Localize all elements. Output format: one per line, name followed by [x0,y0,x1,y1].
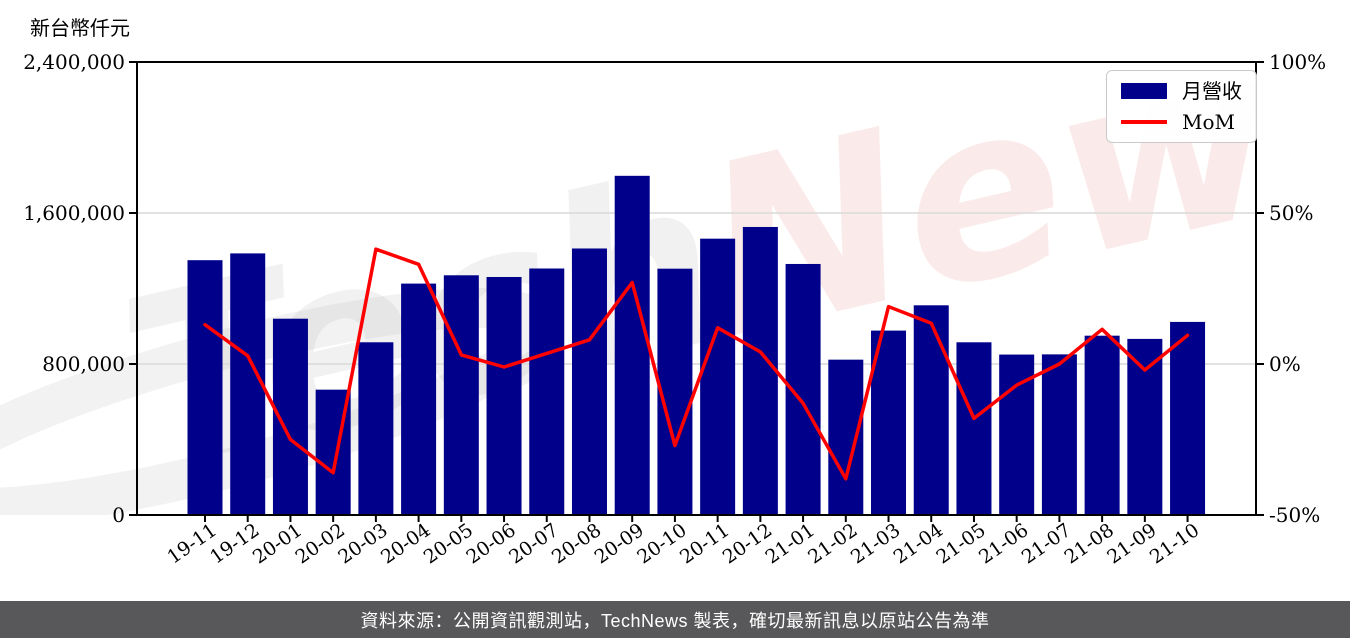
x-tick-label-20-06: 20-06 [462,519,519,568]
x-tick-label-21-06: 21-06 [975,519,1032,568]
bar-19-11 [187,260,223,515]
bar-20-12 [742,226,778,515]
x-tick-label-20-09: 20-09 [591,519,648,568]
x-tick-label-20-01: 20-01 [249,519,306,568]
x-tick-label-21-01: 21-01 [761,519,818,568]
x-tick-label-21-03: 21-03 [847,519,904,568]
bar-20-07 [529,268,565,515]
left-tick-label: 800,000 [42,352,125,376]
mom-line [203,247,1190,481]
bar-21-02 [828,359,864,515]
x-tick-label-20-07: 20-07 [505,519,562,568]
bar-21-06 [999,354,1035,515]
x-tick-label-20-11: 20-11 [676,519,733,568]
bar-21-04 [913,305,949,515]
x-tick-label-20-03: 20-03 [334,519,391,568]
bar-21-05 [956,342,992,515]
x-tick-label-21-07: 21-07 [1018,519,1075,568]
x-tick-label-19-12: 19-12 [206,519,263,568]
bar-19-12 [230,253,266,515]
bar-21-10 [1170,321,1206,515]
right-tick-label: 50% [1269,201,1313,225]
bar-20-10 [657,268,693,515]
x-tick-label-21-04: 21-04 [890,519,947,568]
bar-20-03 [358,342,394,515]
x-tick-label-21-05: 21-05 [932,519,989,568]
chart-canvas: TechNews0800,0001,600,0002,400,000-50%0%… [0,50,1326,569]
legend-bar-swatch [1121,83,1167,99]
x-tick-label-19-11: 19-11 [163,519,220,568]
x-tick-label-20-02: 20-02 [292,519,349,568]
bar-20-09 [614,175,650,515]
source-footer-text: 資料來源：公開資訊觀測站，TechNews 製表，確切最新訊息以原站公告為準 [360,610,990,631]
source-footer: 資料來源：公開資訊觀測站，TechNews 製表，確切最新訊息以原站公告為準 [0,601,1350,638]
bar-21-09 [1127,338,1163,515]
bar-21-03 [871,330,907,515]
x-tick-label-21-02: 21-02 [804,519,861,568]
legend: 月營收 MoM [1106,70,1257,143]
right-tick-label: 100% [1269,50,1326,74]
left-tick-label: 0 [112,503,125,527]
left-tick-label: 2,400,000 [23,50,125,74]
left-tick-label: 1,600,000 [23,201,125,225]
bar-20-04 [401,283,437,515]
bar-21-08 [1084,335,1120,515]
bar-20-11 [700,238,736,516]
x-tick-label-21-09: 21-09 [1103,519,1160,568]
x-tick-label-21-10: 21-10 [1146,519,1203,568]
legend-row-revenue: 月營收 [1121,81,1242,101]
x-tick-label-20-08: 20-08 [548,519,605,568]
legend-bar-label: 月營收 [1182,79,1242,103]
right-tick-label: 0% [1269,352,1301,376]
x-tick-label-20-12: 20-12 [719,519,776,568]
plot-frame [136,61,1257,516]
bar-20-08 [571,248,607,516]
legend-row-mom: MoM [1121,112,1242,132]
legend-line-label: MoM [1182,110,1235,134]
legend-line-swatch [1121,120,1167,124]
right-tick-label: -50% [1269,503,1320,527]
x-tick-label-21-08: 21-08 [1060,519,1117,568]
bar-21-07 [1041,354,1077,515]
bar-20-06 [486,276,522,515]
x-tick-label-20-10: 20-10 [633,519,690,568]
bar-20-05 [443,275,479,515]
left-axis-title: 新台幣仟元 [30,16,130,40]
x-tick-label-20-04: 20-04 [377,519,434,568]
x-tick-label-20-05: 20-05 [420,519,477,568]
